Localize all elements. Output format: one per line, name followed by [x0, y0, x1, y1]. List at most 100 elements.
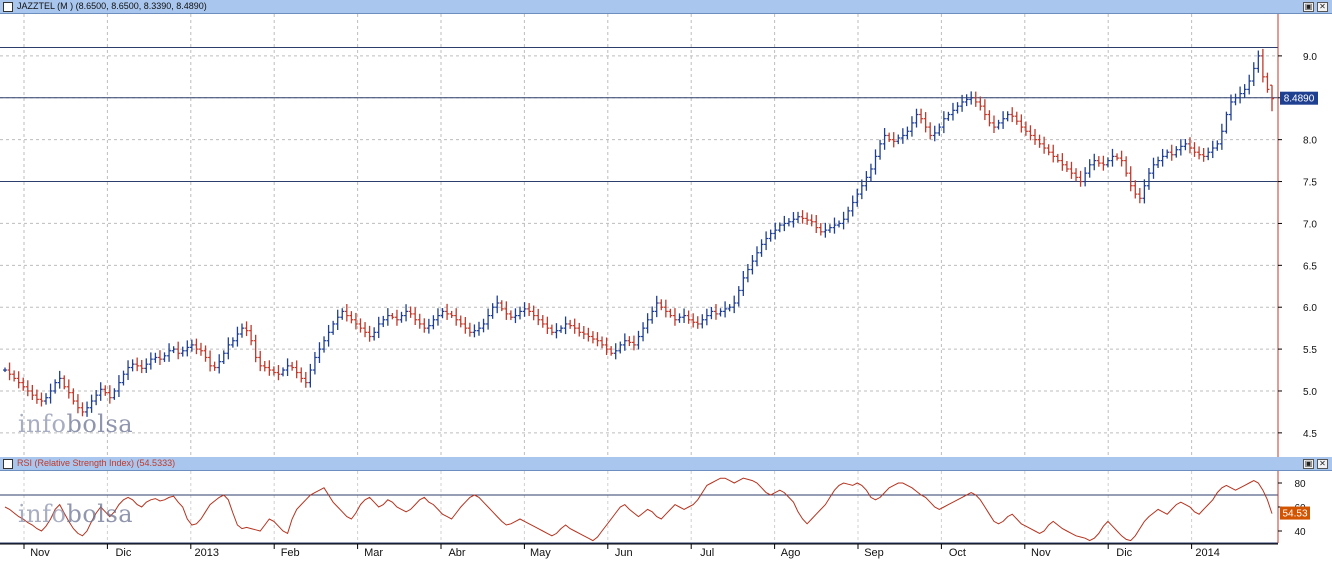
ohlc-bar — [1037, 134, 1042, 148]
ohlc-bar — [1238, 86, 1243, 104]
ohlc-bar — [249, 324, 254, 346]
price-bars — [3, 48, 1274, 417]
ohlc-bar — [372, 327, 377, 341]
ohlc-bar — [80, 402, 85, 417]
ohlc-bar — [212, 361, 217, 371]
ohlc-bar — [331, 320, 336, 335]
ohlc-bar — [1115, 153, 1120, 161]
x-axis: Nov Dic 2013 Feb Mar Abr May Jun Jul Ago Sep Oct Nov… — [23, 544, 1220, 559]
price-y-tick-label: 6.0 — [1303, 303, 1317, 314]
ohlc-bar — [700, 314, 705, 329]
ohlc-bar — [1242, 84, 1247, 98]
x-tick-label: Jul — [700, 547, 714, 559]
close-button[interactable]: ✕ — [1317, 2, 1328, 12]
x-tick-label: May — [530, 547, 551, 559]
ohlc-bar — [723, 301, 728, 318]
ohlc-bar — [609, 346, 614, 356]
ohlc-bar — [7, 362, 12, 381]
price-y-tick-label: 5.0 — [1303, 387, 1317, 398]
ohlc-bar — [1074, 168, 1079, 182]
ohlc-bar — [650, 306, 655, 324]
ohlc-bar — [440, 308, 445, 319]
ohlc-bar — [928, 122, 933, 140]
ohlc-bar — [53, 379, 58, 394]
ohlc-bar — [385, 308, 390, 326]
ohlc-bar — [568, 319, 573, 329]
ohlc-bar — [1206, 147, 1211, 161]
ohlc-bar — [1092, 153, 1097, 171]
ohlc-bar — [1124, 156, 1129, 177]
price-y-tick-label: 9.0 — [1303, 52, 1317, 63]
rsi-y-tick-label: 40 — [1294, 527, 1306, 538]
restore-button[interactable]: ▣ — [1303, 2, 1314, 12]
ohlc-bar — [1001, 111, 1006, 129]
ohlc-bar — [30, 384, 35, 400]
ohlc-bar — [764, 231, 769, 251]
x-tick-label: Dic — [1116, 547, 1132, 559]
ohlc-bar — [25, 380, 30, 397]
ohlc-bar — [267, 360, 272, 376]
ohlc-bar — [194, 338, 199, 355]
ohlc-bar — [285, 358, 290, 377]
ohlc-bar — [467, 322, 472, 337]
ohlc-bar — [987, 110, 992, 127]
ohlc-bar — [827, 224, 832, 233]
ohlc-bar — [604, 337, 609, 356]
ohlc-bar — [1256, 50, 1261, 73]
ohlc-bar — [1137, 187, 1142, 204]
ohlc-bar — [1178, 139, 1183, 156]
ohlc-bar — [203, 345, 208, 362]
rsi-horizontal-lines — [0, 494, 1278, 544]
ohlc-bar — [850, 195, 855, 217]
ohlc-bar — [326, 324, 331, 347]
ohlc-bar — [672, 308, 677, 326]
ohlc-bar — [504, 301, 509, 320]
ohlc-bar — [786, 218, 791, 227]
ohlc-bar — [94, 389, 99, 406]
ohlc-bar — [768, 229, 773, 242]
ohlc-bar — [413, 307, 418, 326]
ohlc-bar — [909, 116, 914, 137]
ohlc-bar — [837, 220, 842, 228]
ohlc-bar — [937, 123, 942, 136]
ohlc-bar — [317, 342, 322, 363]
rsi-restore-button[interactable]: ▣ — [1303, 459, 1314, 469]
ohlc-bar — [85, 401, 90, 417]
ohlc-bar — [732, 295, 737, 314]
ohlc-bar — [686, 310, 691, 324]
ohlc-bar — [235, 326, 240, 347]
ohlc-bar — [435, 308, 440, 326]
rsi-panel-header: RSI (Relative Strength Index) (54.5333) … — [0, 457, 1332, 471]
ohlc-bar — [98, 382, 103, 401]
ohlc-bar — [1051, 144, 1056, 163]
x-tick-label: Jun — [615, 547, 633, 559]
ohlc-bar — [48, 383, 53, 404]
ohlc-bar — [713, 304, 718, 320]
ohlc-bar — [513, 308, 518, 324]
ohlc-bar — [914, 108, 919, 128]
ohlc-bar — [563, 316, 568, 335]
ohlc-bar — [1064, 160, 1069, 173]
ohlc-bar — [859, 179, 864, 200]
ohlc-bar — [262, 360, 267, 372]
ohlc-bar — [1165, 149, 1170, 159]
ohlc-bar — [1247, 74, 1252, 95]
ohlc-bar — [253, 334, 258, 363]
ohlc-bar — [1146, 168, 1151, 190]
ohlc-bar — [376, 316, 381, 339]
rsi-value-label: 54.53 — [1282, 509, 1307, 520]
x-tick-label: Sep — [864, 547, 884, 559]
ohlc-bar — [1233, 93, 1238, 106]
ohlc-bar — [654, 295, 659, 318]
ohlc-bar — [89, 394, 94, 413]
ohlc-bar — [1055, 153, 1060, 163]
ohlc-bar — [1156, 156, 1161, 168]
ohlc-bar — [353, 312, 358, 330]
ohlc-bar — [622, 333, 627, 351]
ohlc-bar — [1187, 137, 1192, 154]
ohlc-bar — [832, 217, 837, 234]
rsi-close-button[interactable]: ✕ — [1317, 459, 1328, 469]
panel-checkbox-icon[interactable] — [3, 2, 13, 12]
rsi-panel-checkbox-icon[interactable] — [3, 459, 13, 469]
ohlc-bar — [112, 388, 117, 400]
